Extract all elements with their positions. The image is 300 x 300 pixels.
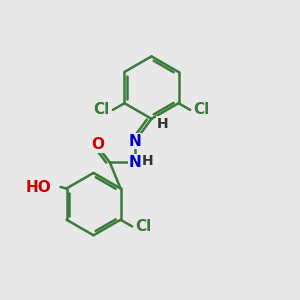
Text: Cl: Cl: [93, 102, 109, 117]
Text: N: N: [129, 155, 142, 170]
Text: H: H: [142, 154, 153, 168]
Text: N: N: [129, 134, 142, 148]
Text: H: H: [157, 117, 169, 131]
Text: Cl: Cl: [194, 102, 210, 117]
Text: HO: HO: [26, 179, 52, 194]
Text: O: O: [91, 137, 104, 152]
Text: Cl: Cl: [136, 219, 152, 234]
